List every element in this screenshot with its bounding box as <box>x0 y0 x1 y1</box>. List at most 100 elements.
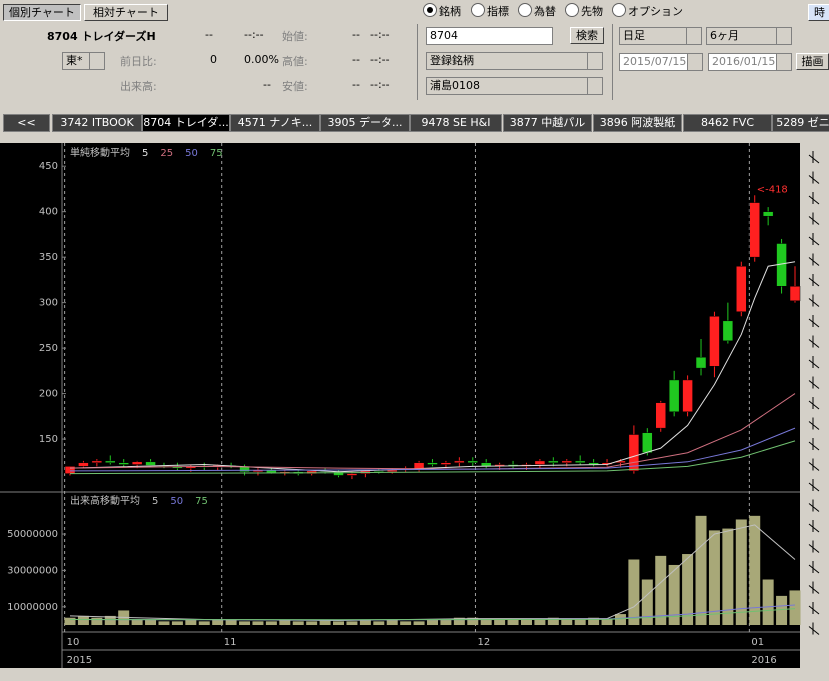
span-select[interactable]: 6ヶ月 <box>706 27 792 45</box>
volume-bar <box>494 619 506 625</box>
tool-icon <box>808 151 820 164</box>
tab[interactable]: 3896 阿波製紙 <box>593 114 682 132</box>
draw-button[interactable]: 描画 <box>796 53 829 70</box>
tab[interactable]: 3877 中越パル <box>503 114 592 132</box>
candle-body <box>427 462 438 465</box>
toolbar <box>802 143 829 668</box>
time-button[interactable]: 時 <box>808 4 829 21</box>
volume-bar <box>695 515 707 625</box>
volume-bar <box>306 621 318 625</box>
volume-bar <box>158 621 170 625</box>
tool-icon <box>808 479 820 492</box>
tab[interactable]: 8704 トレイダ... <box>142 114 230 132</box>
mode-button[interactable]: 相対チャート <box>84 4 168 21</box>
list-select[interactable]: 登録銘柄 <box>426 52 603 70</box>
scrollbar <box>0 668 829 681</box>
candle-body <box>78 462 89 467</box>
volume-bar <box>333 621 345 625</box>
tool-icon <box>808 274 820 287</box>
y-tick-label: 250 <box>39 343 58 354</box>
radio[interactable] <box>471 3 485 17</box>
stock-name: 8704 トレイダーズH <box>47 30 156 43</box>
tool-icon <box>808 233 820 246</box>
period-select[interactable]: 日足 <box>619 27 702 45</box>
y-tick-label: 30000000 <box>7 565 58 576</box>
candle-body <box>118 462 129 465</box>
radio-label: オプション <box>628 5 683 18</box>
candle-body <box>454 460 465 463</box>
tool-icon <box>808 581 820 594</box>
tool-icon <box>808 212 820 225</box>
volume-bar <box>400 621 412 625</box>
code-input[interactable]: 8704 <box>426 27 553 45</box>
legend-entry: 50 <box>185 148 198 159</box>
tool-icon <box>808 417 820 430</box>
volume-bar <box>171 621 183 625</box>
tool-icon <box>808 499 820 512</box>
candle-body <box>534 460 546 465</box>
candle-body <box>561 460 573 463</box>
label: 始値: <box>282 30 308 43</box>
tool-icon <box>808 397 820 410</box>
radio[interactable] <box>423 3 437 17</box>
chart-background <box>0 143 800 668</box>
year-label: 2015 <box>67 655 92 666</box>
legend-entry: 25 <box>160 148 173 159</box>
tab[interactable]: 3742 ITBOOK <box>52 114 142 132</box>
time: --:-- <box>370 28 390 41</box>
volume-bar <box>145 619 157 625</box>
date-to[interactable]: 2016/01/15 <box>708 53 792 71</box>
date-from[interactable]: 2015/07/15 <box>619 53 703 71</box>
candle-body <box>413 462 425 471</box>
volume-bar <box>292 621 304 625</box>
tab[interactable]: << <box>3 114 50 132</box>
volume-bar <box>413 621 425 625</box>
candle-body <box>736 265 747 312</box>
candle-body <box>64 466 76 474</box>
candle-body <box>131 461 143 465</box>
volume-bar <box>507 619 519 625</box>
legend-entry: 5 <box>142 148 148 159</box>
mode-button[interactable]: 個別チャート <box>3 4 81 21</box>
volume-bar <box>628 559 640 625</box>
candle-body <box>695 356 707 369</box>
candle-body <box>346 473 358 476</box>
candle-body <box>749 202 760 258</box>
y-tick-label: 50000000 <box>7 529 58 540</box>
x-tick-label: 10 <box>67 637 80 648</box>
volume-bar <box>574 619 586 625</box>
radio[interactable] <box>565 3 579 17</box>
label: 前日比: <box>120 55 157 68</box>
label: 安値: <box>282 80 308 93</box>
tab[interactable]: 4571 ナノキ... <box>230 114 320 132</box>
radio[interactable] <box>518 3 532 17</box>
volume-bar <box>453 617 465 625</box>
tab[interactable]: 3905 データ... <box>320 114 410 132</box>
tab[interactable]: 8462 FVC <box>683 114 772 132</box>
volume-bar <box>427 619 438 625</box>
volume-bar <box>373 621 385 625</box>
search-button[interactable]: 検索 <box>570 27 604 44</box>
volume-bar <box>467 617 479 625</box>
tab[interactable]: 5289 ゼニス <box>772 114 829 132</box>
radio[interactable] <box>612 3 626 17</box>
legend-title: 単純移動平均 <box>70 146 130 159</box>
volume-bar <box>104 615 116 625</box>
volume-bar <box>601 619 613 625</box>
tool-icon <box>808 520 820 533</box>
tab[interactable]: 9478 SE H&I <box>410 114 502 132</box>
folder-select[interactable]: 浦島0108 <box>426 77 603 95</box>
tool-icon <box>808 458 820 471</box>
annotation: <-418 <box>757 184 788 195</box>
volume-bar <box>239 621 251 625</box>
volume-bar <box>440 619 452 625</box>
market-select[interactable]: 東* <box>62 52 105 70</box>
volume-bar <box>722 528 734 625</box>
candle-body <box>440 462 452 465</box>
tool-icon <box>808 335 820 348</box>
volume-bar <box>480 619 492 625</box>
separator <box>612 24 613 100</box>
volume-bar <box>762 579 774 625</box>
year-label: 2016 <box>751 655 776 666</box>
